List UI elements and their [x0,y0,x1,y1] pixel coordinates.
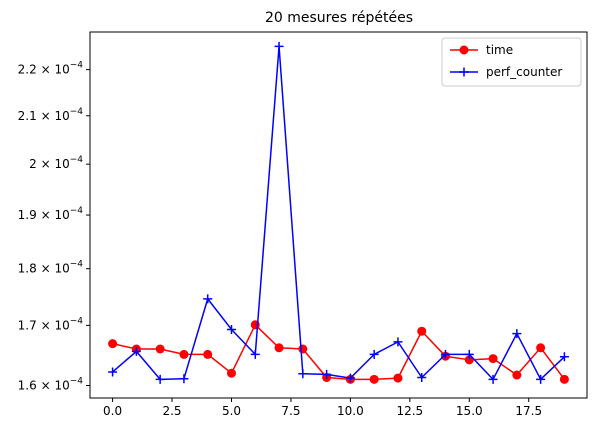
legend-perf-label: perf_counter [486,65,562,79]
y-tick-label: 1.7 × 10−4 [18,316,84,332]
data-point-perf-counter [203,294,213,304]
data-point-perf-counter [536,374,546,384]
x-tick-label: 15.0 [456,404,483,418]
data-point-time [179,349,189,359]
data-point-perf-counter [488,374,498,384]
data-point-perf-counter [559,352,569,362]
data-point-perf-counter [417,372,427,382]
data-point-perf-counter [369,349,379,359]
data-point-perf-counter [441,349,451,359]
y-axis: 1.6 × 10−4 1.7 × 10−4 1.8 × 10−4 1.9 × 10−4… [18,61,90,393]
y-tick-label: 2 × 10−4 [29,155,83,171]
data-point-perf-counter [108,367,118,377]
data-point-time [393,373,403,383]
data-point-perf-counter [131,346,141,356]
data-point-time [274,343,284,353]
data-point-time [536,343,546,353]
data-point-perf-counter [464,349,474,359]
legend-time-marker [459,45,469,55]
data-point-time [203,349,213,359]
data-point-time [512,370,522,380]
data-point-perf-counter [512,329,522,339]
data-point-perf-counter [226,324,236,334]
data-point-perf-counter [345,373,355,383]
data-point-time [488,354,498,364]
y-tick-label: 1.6 × 10−4 [18,377,84,393]
data-point-perf-counter [250,349,260,359]
x-tick-label: 5.0 [222,404,241,418]
y-tick-label: 1.8 × 10−4 [18,260,84,276]
legend-perf-marker [459,67,469,77]
data-point-time [226,368,236,378]
x-tick-label: 7.5 [281,404,300,418]
data-point-perf-counter [274,41,284,51]
x-tick-label: 12.5 [396,404,423,418]
x-tick-label: 0.0 [103,404,122,418]
x-tick-label: 17.5 [515,404,542,418]
plot-area [108,41,569,384]
data-point-perf-counter [322,369,332,379]
y-tick-label: 1.9 × 10−4 [18,206,84,222]
legend: time perf_counter [441,37,582,87]
series-line-perf-counter [112,45,565,381]
data-point-perf-counter [298,369,308,379]
data-point-time [108,339,118,349]
y-tick-label: 2.2 × 10−4 [18,61,84,77]
data-point-time [155,344,165,354]
x-tick-label: 10.0 [337,404,364,418]
data-point-perf-counter [179,374,189,384]
chart-title: 20 mesures répétées [265,10,413,26]
data-point-perf-counter [155,374,165,384]
y-tick-label: 2.1 × 10−4 [18,107,84,123]
data-point-perf-counter [393,337,403,347]
x-axis: 0.0 2.5 5.0 7.5 10.0 12.5 15.0 17.5 [103,398,542,418]
data-point-time [559,374,569,384]
data-point-time [417,326,427,336]
legend-time-label: time [486,43,513,57]
x-tick-label: 2.5 [162,404,181,418]
data-point-time [298,344,308,354]
data-point-time [369,374,379,384]
